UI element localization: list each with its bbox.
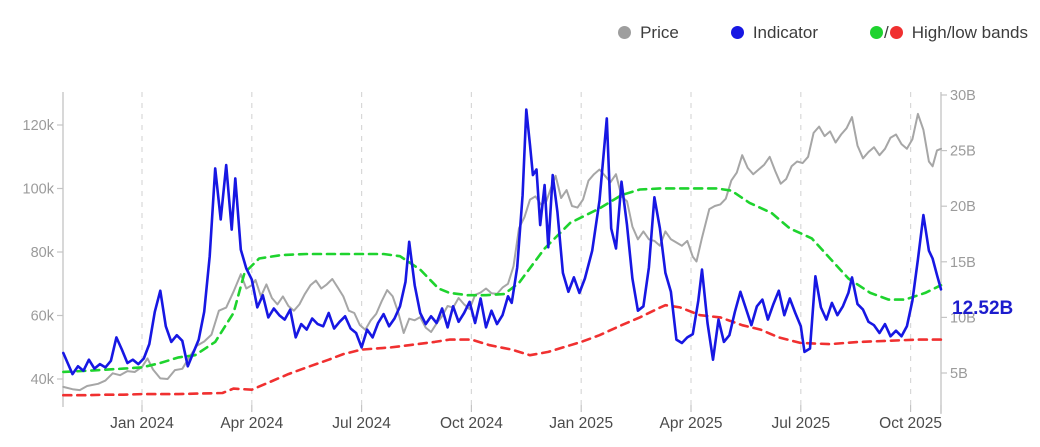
- price-series-dot-icon: [618, 26, 632, 39]
- legend-label-indicator: Indicator: [752, 23, 819, 42]
- x-tick-label: Apr 2025: [660, 415, 723, 432]
- y-right-tick-label: 25B: [950, 144, 976, 160]
- series-indicator: [62, 108, 943, 376]
- indicator-current-value-label: 12.52B: [952, 298, 1013, 319]
- x-tick-label: Oct 2025: [879, 415, 942, 432]
- legend-item-bands[interactable]: / High/low bands: [870, 24, 1028, 41]
- series-price: [62, 112, 942, 392]
- y-right-tick-label: 20B: [950, 199, 976, 215]
- y-left-tick-label: 100k: [23, 182, 55, 198]
- y-left-tick-label: 40k: [31, 372, 55, 388]
- y-left-tick-label: 120k: [23, 118, 55, 134]
- y-left-tick-label: 80k: [31, 245, 55, 261]
- high-band-dot-icon: [870, 26, 884, 39]
- legend-bands-separator: /: [884, 23, 889, 42]
- x-tick-label: Jul 2024: [332, 415, 391, 432]
- grid-layer: [141, 92, 912, 405]
- legend-item-price[interactable]: Price: [618, 24, 679, 41]
- x-tick-label: Jul 2025: [771, 415, 830, 432]
- axis-layer: [57, 92, 947, 414]
- y-left-tick-label: 60k: [31, 309, 55, 325]
- y-right-tick-label: 15B: [950, 255, 976, 271]
- y-right-tick-label: 30B: [950, 88, 976, 104]
- legend-label-bands: High/low bands: [911, 23, 1028, 42]
- series-low-band: [62, 303, 943, 397]
- axis-label-layer: Jan 2024 Apr 2024 Jul 2024 Oct 2024 Jan 2025…: [23, 88, 976, 432]
- x-tick-label: Oct 2024: [440, 415, 503, 432]
- x-tick-label: Apr 2024: [220, 415, 283, 432]
- indicator-series-dot-icon: [730, 26, 744, 39]
- legend-label-price: Price: [640, 23, 679, 42]
- chart-legend: Price Indicator / High/low bands: [618, 24, 1028, 41]
- x-tick-label: Jan 2024: [110, 415, 174, 432]
- y-right-tick-label: 5B: [950, 366, 968, 382]
- series-high-band: [62, 187, 943, 374]
- x-tick-label: Jan 2025: [549, 415, 613, 432]
- series-layer: [62, 108, 943, 397]
- low-band-dot-icon: [889, 26, 903, 39]
- legend-item-indicator[interactable]: Indicator: [730, 23, 819, 42]
- y-right-tick-label: 10B: [950, 310, 976, 326]
